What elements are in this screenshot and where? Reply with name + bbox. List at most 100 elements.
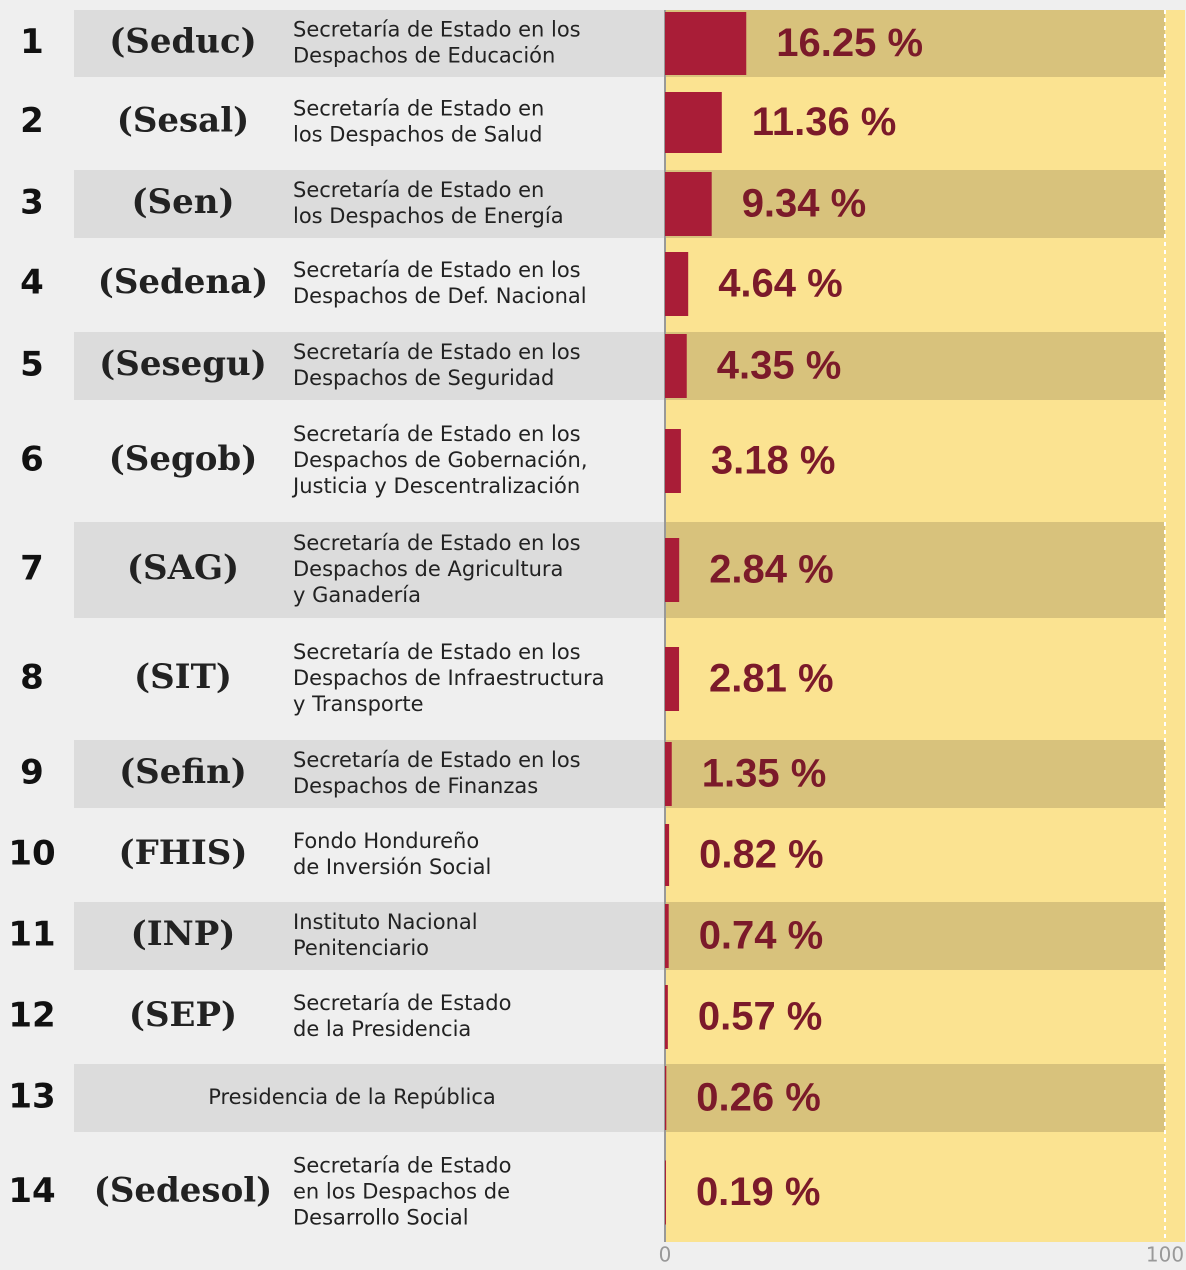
rank: 1 [20,22,44,62]
entity-name: de la Presidencia [293,1017,471,1041]
value-label: 2.84 % [709,548,834,592]
row-band [74,522,665,618]
entity-name: Secretaría de Estado en los [293,340,581,364]
value-label: 0.74 % [699,914,824,958]
bar [665,172,712,236]
row-band [665,332,1165,400]
acronym: (Sefin) [119,752,247,792]
row-band [74,902,665,970]
acronym: (Sedesol) [94,1171,273,1211]
row-band [665,522,1165,618]
entity-name: y Ganadería [293,583,421,607]
row-band [74,10,665,77]
bar [665,647,680,711]
entity-name: Presidencia de la República [208,1085,496,1109]
bar [665,1066,667,1130]
value-label: 2.81 % [709,657,834,701]
entity-name: de Inversión Social [293,855,491,879]
entity-name: los Despachos de Energía [293,204,564,228]
row-band [665,10,1165,77]
entity-name: y Transporte [293,692,424,716]
value-label: 0.82 % [699,833,824,877]
rank: 7 [20,549,44,589]
entity-name: Fondo Hondureño [293,829,479,853]
acronym: (SEP) [129,995,237,1035]
value-label: 4.35 % [717,344,842,388]
acronym: (INP) [131,914,236,954]
rank: 4 [20,263,44,303]
value-label: 0.57 % [698,995,823,1039]
row-band [665,902,1165,970]
rank: 11 [8,915,55,955]
row-band [74,170,665,238]
row-band [665,740,1165,808]
acronym: (Seduc) [109,22,257,62]
bar [665,429,681,493]
entity-name: Secretaría de Estado en los [293,748,581,772]
entity-name: Despachos de Def. Nacional [293,284,587,308]
entity-name: Despachos de Gobernación, [293,448,588,472]
rank: 6 [20,440,44,480]
entity-name: Secretaría de Estado en los [293,422,581,446]
row-band [74,740,665,808]
bar [665,824,670,886]
value-label: 16.25 % [776,21,923,65]
bar [665,92,722,153]
value-label: 9.34 % [742,182,867,226]
entity-name: Secretaría de Estado en los [293,640,581,664]
entity-name: Penitenciario [293,936,429,960]
entity-name: Despachos de Agricultura [293,557,563,581]
entity-name: Desarrollo Social [293,1206,469,1230]
entity-name: Secretaría de Estado [293,991,511,1015]
rank: 12 [8,996,55,1036]
entity-name: Despachos de Educación [293,44,555,68]
acronym: (Segob) [109,439,258,479]
value-label: 1.35 % [702,752,827,796]
acronym: (SAG) [127,548,239,588]
entity-name: Justicia y Descentralización [291,474,580,498]
acronym: (FHIS) [119,833,248,873]
value-label: 0.19 % [696,1170,821,1214]
entity-name: Despachos de Infraestructura [293,666,605,690]
bar [665,538,680,602]
rank: 8 [20,658,44,698]
entity-name: Secretaría de Estado en los [293,258,581,282]
acronym: (SIT) [134,657,232,697]
entity-name: Secretaría de Estado en [293,178,544,202]
bar [665,742,672,806]
rank: 13 [8,1077,55,1117]
entity-name: Despachos de Seguridad [293,366,554,390]
acronym: (Sen) [131,182,234,222]
entity-name: Secretaría de Estado en los [293,531,581,555]
x-tick-label: 100 [1146,1243,1184,1267]
rank: 2 [20,101,44,141]
value-label: 3.18 % [711,439,836,483]
rank: 5 [20,345,44,385]
rank: 9 [20,753,44,793]
row-band [665,1064,1165,1132]
bar [665,12,747,75]
entity-name: los Despachos de Salud [293,123,542,147]
row-band [74,1064,665,1132]
rank: 14 [8,1171,55,1211]
x-tick-label: 0 [659,1243,672,1267]
bar [665,904,669,968]
value-label: 0.26 % [696,1076,821,1120]
row-band [74,332,665,400]
entity-name: Secretaría de Estado [293,1154,511,1178]
value-label: 4.64 % [718,262,843,306]
entity-name: Instituto Nacional [293,910,478,934]
entity-name: Secretaría de Estado en los [293,18,581,42]
entity-name: Despachos de Finanzas [293,774,538,798]
bar [665,1160,666,1225]
row-band [665,170,1165,238]
acronym: (Sesegu) [99,344,267,384]
rank: 3 [20,183,44,223]
bar [665,334,687,398]
entity-name: en los Despachos de [293,1180,510,1204]
value-label: 11.36 % [752,100,897,144]
acronym: (Sedena) [98,262,269,302]
entity-name: Secretaría de Estado en [293,97,544,121]
rank: 10 [8,834,55,874]
